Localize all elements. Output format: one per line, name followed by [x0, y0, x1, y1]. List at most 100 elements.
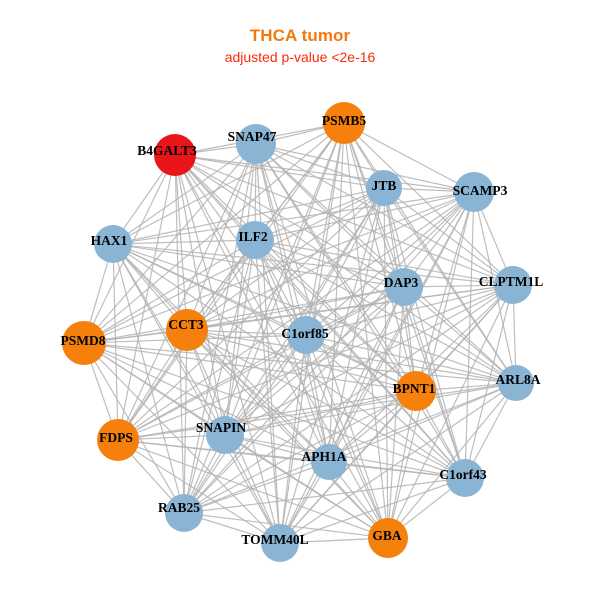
- network-edge: [328, 461, 466, 479]
- node-circle[interactable]: [261, 524, 299, 562]
- node-circle[interactable]: [94, 225, 132, 263]
- network-edge: [83, 187, 385, 344]
- title-block: THCA tumor adjusted p-value <2e-16: [0, 26, 600, 66]
- network-node-tomm40l[interactable]: [261, 524, 299, 562]
- network-node-bpnt1[interactable]: [396, 371, 436, 411]
- network-node-hax1[interactable]: [94, 225, 132, 263]
- network-edge: [186, 329, 466, 479]
- network-edge: [254, 239, 466, 479]
- network-node-b4galt3[interactable]: [154, 134, 196, 176]
- network-edge: [186, 187, 385, 331]
- network-edge: [328, 382, 517, 463]
- network-edge: [83, 342, 466, 479]
- network-edge: [174, 154, 281, 544]
- node-circle[interactable]: [165, 494, 203, 532]
- network-edge: [464, 191, 475, 479]
- node-circle[interactable]: [206, 416, 244, 454]
- node-circle[interactable]: [368, 518, 408, 558]
- network-edge: [224, 434, 389, 539]
- network-node-rab25[interactable]: [165, 494, 203, 532]
- network-edge: [305, 334, 330, 463]
- network-node-aph1a[interactable]: [311, 444, 347, 480]
- network-edge: [186, 329, 389, 539]
- network-edge: [174, 154, 475, 193]
- network-node-scamp3[interactable]: [454, 172, 494, 212]
- network-edge: [112, 243, 405, 288]
- network-edge: [117, 286, 405, 441]
- network-edge: [183, 334, 307, 514]
- network-edge: [224, 382, 517, 436]
- network-edge: [183, 143, 257, 514]
- network-edge: [112, 243, 281, 544]
- network-node-psmd8[interactable]: [62, 321, 106, 365]
- network-edge: [254, 239, 517, 384]
- network-edge: [254, 239, 389, 539]
- network-edge: [186, 286, 405, 331]
- network-edge: [305, 334, 517, 384]
- network-node-psmb5[interactable]: [323, 102, 365, 144]
- network-edge: [117, 334, 307, 441]
- network-node-ilf2[interactable]: [236, 221, 274, 259]
- network-edge: [387, 390, 417, 539]
- network-edge: [279, 382, 517, 544]
- network-edge: [112, 243, 517, 384]
- network-edge: [255, 143, 307, 336]
- network-node-jtb[interactable]: [366, 170, 402, 206]
- node-circle[interactable]: [494, 266, 532, 304]
- network-node-clptm1l[interactable]: [494, 266, 532, 304]
- network-edge: [255, 143, 385, 189]
- node-circle[interactable]: [97, 419, 139, 461]
- network-node-snap47[interactable]: [236, 124, 276, 164]
- network-edge: [305, 334, 389, 539]
- network-edge: [183, 122, 345, 514]
- network-edge: [328, 187, 385, 463]
- network-node-gba[interactable]: [368, 518, 408, 558]
- network-node-arl8a[interactable]: [498, 365, 534, 401]
- network-edge: [112, 243, 185, 514]
- node-circle[interactable]: [454, 172, 494, 212]
- network-node-cct3[interactable]: [166, 309, 208, 351]
- network-edge: [305, 334, 417, 392]
- network-edge: [174, 154, 330, 463]
- network-edge: [183, 390, 417, 514]
- node-circle[interactable]: [311, 444, 347, 480]
- network-edge: [112, 143, 257, 245]
- network-edge: [112, 239, 256, 245]
- network-edge: [254, 239, 417, 392]
- network-edge: [224, 143, 257, 436]
- network-node-c1orf85[interactable]: [287, 316, 325, 354]
- network-edge: [255, 143, 517, 384]
- node-circle[interactable]: [236, 124, 276, 164]
- node-circle[interactable]: [154, 134, 196, 176]
- node-circle[interactable]: [236, 221, 274, 259]
- network-edge: [183, 477, 466, 514]
- network-edge: [279, 286, 405, 544]
- network-edge: [83, 143, 257, 344]
- network-edge: [83, 342, 417, 392]
- node-circle[interactable]: [498, 365, 534, 401]
- network-edge: [224, 187, 385, 436]
- network-edge: [305, 284, 514, 336]
- network-edge: [254, 239, 514, 286]
- network-edge: [174, 154, 385, 189]
- node-circle[interactable]: [446, 459, 484, 497]
- node-circle[interactable]: [166, 309, 208, 351]
- node-circle[interactable]: [323, 102, 365, 144]
- network-edge: [117, 284, 514, 441]
- node-circle[interactable]: [62, 321, 106, 365]
- network-edge: [83, 342, 330, 463]
- node-circle[interactable]: [396, 371, 436, 411]
- network-edge: [343, 122, 514, 286]
- network-edge: [183, 187, 385, 514]
- node-circle[interactable]: [385, 268, 423, 306]
- network-edge: [403, 286, 466, 479]
- network-node-fdps[interactable]: [97, 419, 139, 461]
- network-edge: [117, 329, 188, 441]
- network-node-snapin[interactable]: [206, 416, 244, 454]
- network-edge: [279, 334, 307, 544]
- node-circle[interactable]: [366, 170, 402, 206]
- network-node-c1orf43[interactable]: [446, 459, 484, 497]
- node-circle[interactable]: [287, 316, 325, 354]
- network-edge: [117, 382, 517, 441]
- network-node-dap3[interactable]: [385, 268, 423, 306]
